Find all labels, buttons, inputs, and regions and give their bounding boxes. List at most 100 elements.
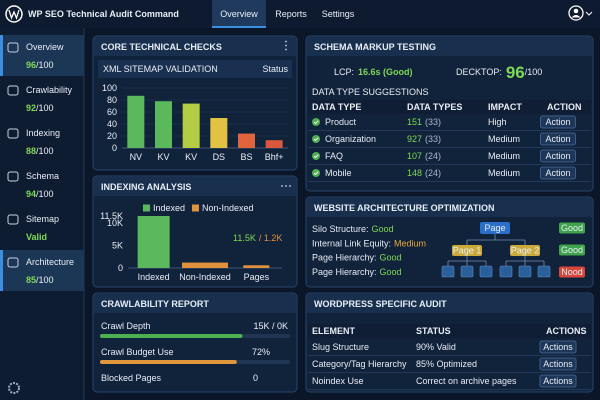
button[interactable]: Action <box>540 166 576 180</box>
x-tick-label: Pages <box>244 272 270 282</box>
check-icon <box>312 135 320 143</box>
row-value: 72% <box>252 347 270 357</box>
nav-item[interactable]: Overview 96/100 <box>0 35 84 76</box>
count-sub: (33) <box>425 117 441 127</box>
button[interactable]: Action <box>540 115 576 129</box>
nav-label: Indexing <box>26 128 60 138</box>
tab[interactable]: Settings <box>322 9 355 19</box>
button-box <box>540 115 576 129</box>
wp-status: 90% Valid <box>416 342 456 352</box>
bar <box>137 216 170 268</box>
data-type: Organization <box>325 134 376 144</box>
y-tick-label: 0 <box>112 143 117 153</box>
panel-title: CRAWLABILITY REPORT <box>101 299 209 309</box>
table-header <box>308 100 591 114</box>
tree-leaf <box>499 265 513 278</box>
count-value: 107 <box>407 151 422 161</box>
table-header <box>308 324 591 338</box>
y-tick-label: 60 <box>107 107 117 117</box>
nav-item[interactable]: Sitemap Valid <box>7 214 59 242</box>
arch-value: Medium <box>394 238 426 248</box>
button[interactable]: Action <box>540 132 576 146</box>
status-label: Status <box>262 64 288 74</box>
x-tick-label: BS <box>240 152 252 162</box>
annotation-indexed: 11.5K <box>233 233 256 243</box>
nav-item[interactable]: Architecture 85/100 <box>0 250 84 291</box>
panel-header <box>94 294 296 313</box>
nav-score-value: Valid <box>26 232 47 242</box>
button-label: Action <box>545 134 570 144</box>
column-header: IMPACT <box>488 102 522 112</box>
panel-title: SCHEMA MARKUP TESTING <box>314 42 436 52</box>
bar <box>155 101 172 148</box>
button-label: Action <box>545 117 570 127</box>
user-menu[interactable] <box>568 5 593 21</box>
button-label: Actions <box>543 342 573 352</box>
logo-mark <box>8 9 20 20</box>
top-bar <box>0 0 600 28</box>
nav-score: 85/100 <box>26 275 54 285</box>
tree-root <box>480 222 510 234</box>
status-badge-label: Good <box>561 245 583 255</box>
button[interactable]: Action <box>540 149 576 163</box>
x-tick-label: KV <box>157 152 169 162</box>
data-count: 107 (24) <box>407 151 441 161</box>
wp-element: Noindex Use <box>312 376 364 386</box>
impact: Medium <box>488 151 520 161</box>
nav-active-bar <box>0 35 3 76</box>
nav-active-bg <box>0 35 84 76</box>
arch-item: Page Hierarchy: Good <box>312 253 402 263</box>
y-tick-label: 80 <box>107 95 117 105</box>
button-box <box>540 132 576 146</box>
tree-leaf <box>518 265 532 278</box>
y-tick-label: 100 <box>102 83 117 93</box>
nav-item[interactable]: Crawlability 92/100 <box>7 85 73 113</box>
panel-title: WEBSITE ARCHITECTURE OPTIMIZATION <box>314 203 495 213</box>
arch-value: Good <box>380 253 402 263</box>
nav-item[interactable]: Indexing 88/100 <box>7 128 60 156</box>
arch-label: Silo Structure: <box>312 224 369 234</box>
menu-dot <box>281 185 283 187</box>
check-mark <box>313 154 319 159</box>
lcp-value: 16.6s (Good) <box>358 67 413 77</box>
legend-label: Indexed <box>153 203 185 213</box>
check-mark <box>313 171 319 176</box>
column-header: DATA TYPE <box>312 102 361 112</box>
check-icon <box>312 169 320 177</box>
nav-icon <box>7 128 19 139</box>
nav-icon <box>7 257 19 268</box>
button[interactable]: Actions <box>539 374 577 388</box>
data-type: FAQ <box>325 151 343 161</box>
tab[interactable]: Overview <box>212 0 266 28</box>
app-title: WP SEO Technical Audit Command <box>28 9 179 19</box>
button[interactable]: Actions <box>539 357 577 371</box>
tree-leaf <box>441 265 455 278</box>
panel-header <box>307 198 592 217</box>
tab-label: Overview <box>220 9 258 19</box>
button[interactable]: Actions <box>539 340 577 354</box>
arch-label: Page Hierarchy: <box>312 267 377 277</box>
tab[interactable]: Reports <box>275 9 307 19</box>
panel-title: WORDPRESS SPECIFIC AUDIT <box>314 299 447 309</box>
desktop-metric: DECKTOP: 96/100 <box>456 63 542 82</box>
data-count: 151 (33) <box>407 117 441 127</box>
data-count: 148 (24) <box>407 168 441 178</box>
nav-item[interactable]: Schema 94/100 <box>7 171 59 199</box>
arch-label: Page Hierarchy: <box>312 253 377 263</box>
bar <box>243 265 270 268</box>
y-tick-label: 5K <box>112 240 123 250</box>
arch-value: Good <box>380 267 402 277</box>
user-caret <box>585 11 593 16</box>
nav-label: Architecture <box>26 257 74 267</box>
nav-icon <box>7 171 19 182</box>
y-tick-label: 40 <box>107 119 117 129</box>
panel <box>92 35 298 171</box>
nav-icon <box>7 42 19 53</box>
tree-child-label: Page 1 <box>453 246 482 256</box>
count-sub: (33) <box>425 134 441 144</box>
nav-score-value: 85 <box>26 275 36 285</box>
row-value: 15K / 0K <box>253 321 288 331</box>
nav-score: 92/100 <box>26 103 54 113</box>
panel-header <box>94 177 296 196</box>
menu-dot <box>285 185 287 187</box>
